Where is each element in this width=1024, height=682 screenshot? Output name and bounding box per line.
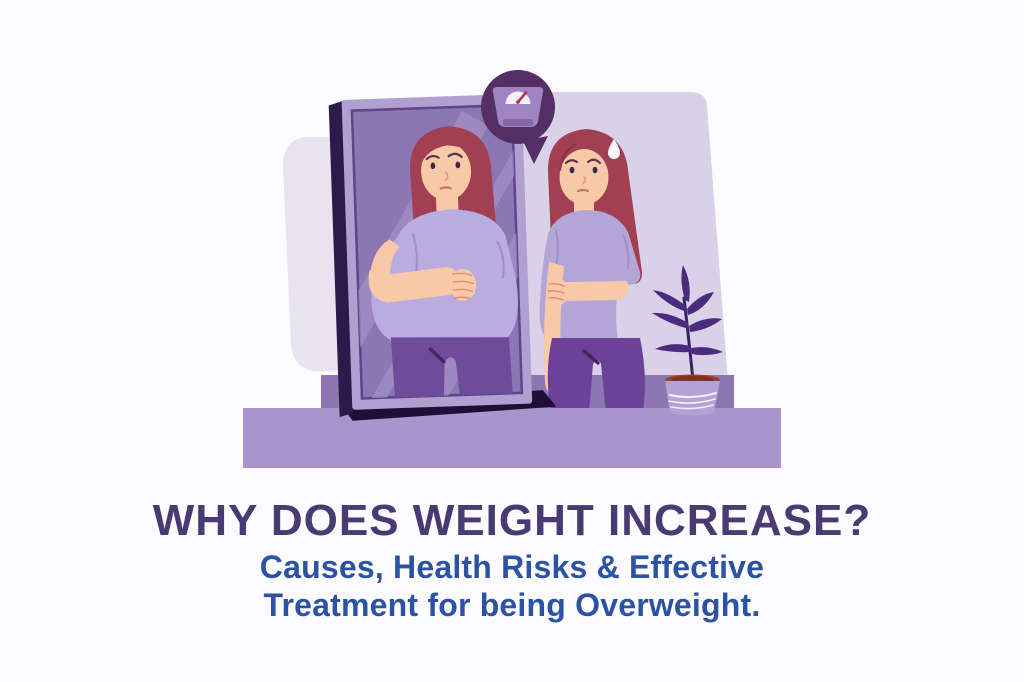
woman <box>539 129 645 412</box>
reflection-hand <box>450 268 477 301</box>
reflection-woman <box>368 126 518 398</box>
page-subtitle: Causes, Health Risks & Effective Treatme… <box>0 548 1024 624</box>
woman-pants <box>547 338 645 412</box>
reflection-fringe <box>418 130 484 175</box>
reflection-arm <box>369 239 400 284</box>
thought-bubble <box>481 70 555 164</box>
plant-pot <box>665 374 720 416</box>
floor <box>243 408 781 468</box>
subtitle-line-2: Treatment for being Overweight. <box>263 587 761 623</box>
plant-leaves <box>652 265 723 356</box>
woman-bent-arm <box>559 281 629 301</box>
plant <box>652 265 723 416</box>
mirror-side-edge <box>328 100 354 418</box>
woman-features <box>564 158 602 204</box>
woman-hand <box>546 278 568 306</box>
mirror-illustration <box>243 70 781 468</box>
woman-shirt <box>539 210 641 343</box>
subtitle-line-1: Causes, Health Risks & Effective <box>259 549 765 585</box>
mirror <box>328 93 557 421</box>
sweat-drop-icon <box>608 139 620 159</box>
woman-fringe <box>556 133 623 178</box>
reflection-features <box>425 152 463 190</box>
weight-scale-icon <box>492 87 544 127</box>
reflection-pants <box>390 337 513 398</box>
text-block: WHY DOES WEIGHT INCREASE? Causes, Health… <box>0 498 1024 624</box>
page-title: WHY DOES WEIGHT INCREASE? <box>152 496 872 545</box>
